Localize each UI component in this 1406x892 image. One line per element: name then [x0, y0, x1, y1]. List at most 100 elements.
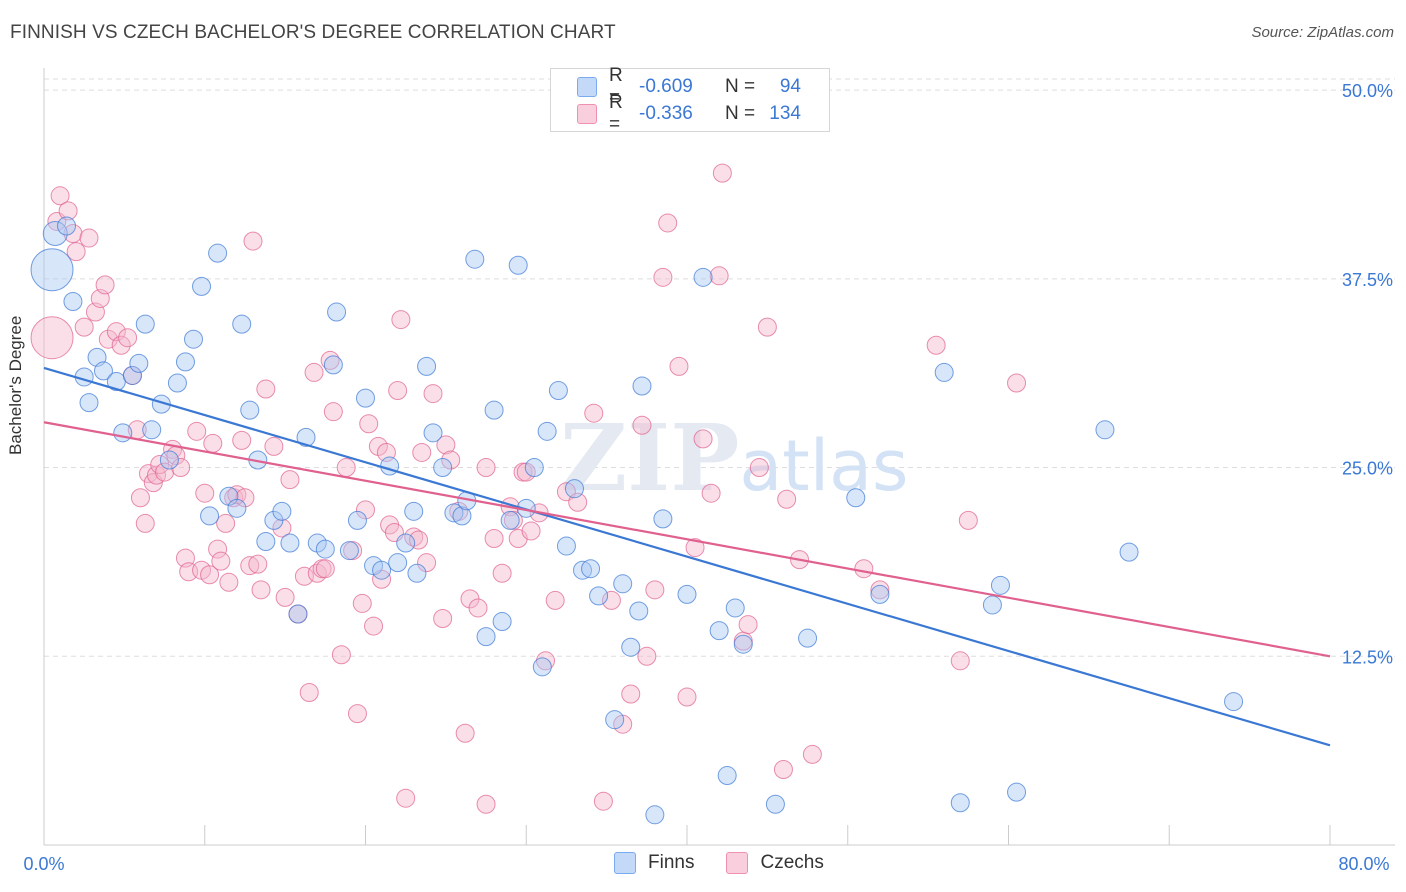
czechs-point — [347, 704, 367, 724]
czechs-point — [536, 651, 556, 671]
czechs-point — [521, 521, 541, 541]
finns-point — [492, 612, 512, 632]
czechs-point — [388, 381, 408, 401]
czechs-point — [200, 565, 220, 585]
finns-point — [950, 793, 970, 813]
czechs-point — [171, 458, 191, 478]
finns-legend-label: Finns — [648, 852, 695, 873]
czechs-point — [601, 590, 621, 610]
czechs-point — [484, 529, 504, 549]
finns-n-label: N = — [725, 76, 756, 97]
finns-point — [183, 329, 203, 349]
czechs-point — [423, 384, 443, 404]
czechs-point — [264, 436, 284, 456]
finns-point — [200, 506, 220, 526]
czechs-point — [203, 433, 223, 453]
finns-point — [296, 427, 316, 447]
finns-point — [476, 627, 496, 647]
czechs-trend-line — [43, 421, 1331, 658]
finns-point — [327, 302, 347, 322]
legend-item-czechs: Czechs — [726, 852, 824, 874]
finns-point — [240, 400, 260, 420]
czechs-point — [433, 609, 453, 629]
finns-point — [589, 586, 609, 606]
finns-point — [653, 509, 673, 529]
czechs-point — [492, 563, 512, 583]
x-tick-label: 80.0% — [1338, 854, 1389, 874]
finns-point — [934, 362, 954, 382]
chart-title: FINNISH VS CZECH BACHELOR'S DEGREE CORRE… — [10, 22, 616, 43]
czechs-point — [773, 760, 793, 780]
czechs-point — [275, 587, 295, 607]
czechs-point — [352, 593, 372, 613]
finns-point — [621, 637, 641, 657]
czechs-swatch — [577, 104, 597, 124]
czechs-point — [208, 539, 228, 559]
finns-point — [113, 423, 133, 443]
finns-point — [765, 794, 785, 814]
czechs-point — [621, 684, 641, 704]
source-label: Source: ZipAtlas.com — [1251, 24, 1394, 41]
finns-point — [227, 498, 247, 518]
czechs-point — [669, 356, 689, 376]
czechs-point — [870, 580, 890, 600]
czechs-point — [455, 723, 475, 743]
czechs-point — [66, 242, 86, 262]
finns-point — [280, 533, 300, 553]
czechs-n-label: N = — [725, 103, 756, 124]
czechs-point — [584, 403, 604, 423]
finns-point — [452, 506, 472, 526]
watermark: ZIPatlas — [560, 404, 909, 512]
finns-point — [798, 628, 818, 648]
czechs-point — [359, 414, 379, 434]
finns-point — [846, 488, 866, 508]
y-tick-label: 25.0% — [1342, 459, 1393, 479]
finns-point — [524, 458, 544, 478]
czechs-point — [79, 228, 99, 248]
finns-point — [465, 249, 485, 269]
finns-point — [256, 532, 276, 552]
finns-point — [581, 559, 601, 579]
czechs-point — [240, 556, 260, 576]
czechs-point — [272, 518, 292, 538]
czechs-point — [950, 651, 970, 671]
finns-point — [135, 314, 155, 334]
czechs-point — [216, 513, 236, 533]
czechs-point — [777, 489, 797, 509]
finns-point — [717, 766, 737, 786]
czechs-point — [658, 213, 678, 233]
finns-point — [725, 598, 745, 618]
finns-point — [500, 510, 520, 530]
finns-point — [57, 216, 77, 236]
czechs-point — [299, 683, 319, 703]
finns-point — [417, 356, 437, 376]
czechs-point — [396, 788, 416, 808]
finns-point — [733, 634, 753, 654]
finns-point — [537, 421, 557, 441]
finns-point — [159, 450, 179, 470]
finns-point — [548, 381, 568, 401]
finns-point — [42, 221, 68, 247]
finns-point — [79, 393, 99, 413]
finns-point — [423, 423, 443, 443]
finns-point — [605, 710, 625, 730]
finns-point — [564, 479, 584, 499]
czechs-point — [677, 687, 697, 707]
czechs-point — [280, 470, 300, 490]
finns-point — [532, 657, 552, 677]
series-legend: Finns Czechs — [614, 852, 856, 874]
finns-point — [122, 365, 142, 385]
finns-point — [870, 584, 890, 604]
y-tick-label: 50.0% — [1342, 81, 1393, 101]
y-tick-label: 12.5% — [1342, 647, 1393, 667]
finns-point — [339, 541, 359, 561]
czechs-point — [256, 379, 276, 399]
czechs-point — [701, 483, 721, 503]
czechs-point — [802, 744, 822, 764]
finns-point — [693, 267, 713, 287]
czechs-point — [391, 310, 411, 330]
czechs-point — [211, 551, 231, 571]
czechs-point — [50, 186, 70, 206]
finns-point — [508, 255, 528, 275]
czechs-point — [712, 163, 732, 183]
